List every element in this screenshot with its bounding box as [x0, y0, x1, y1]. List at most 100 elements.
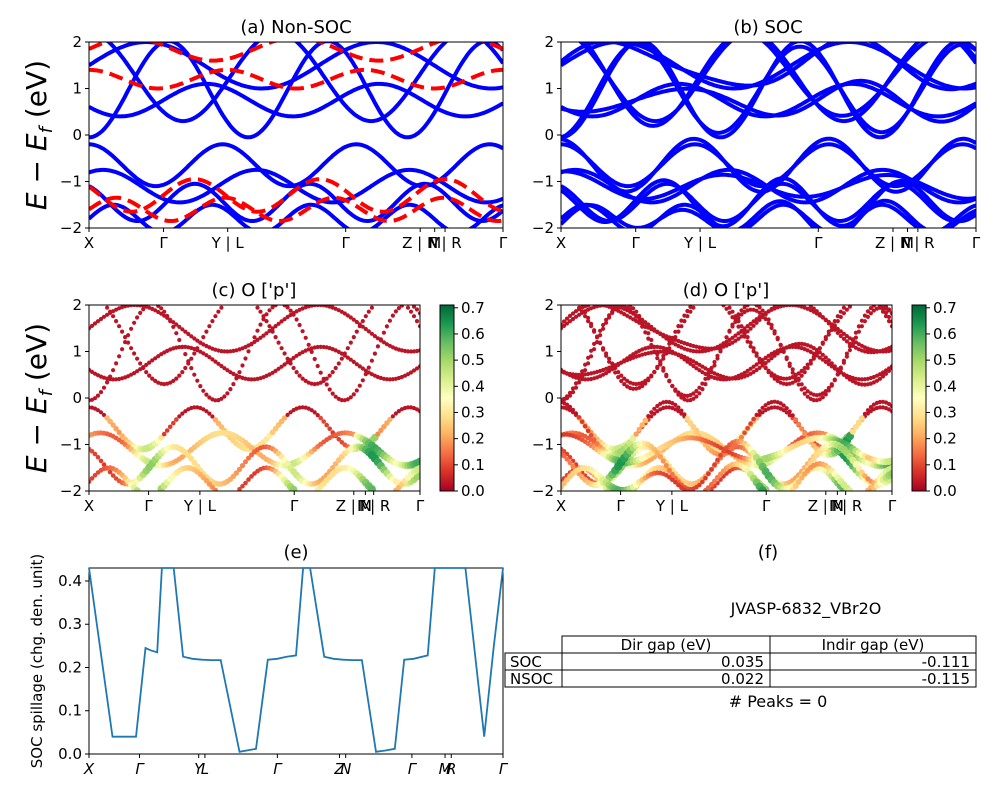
band-point — [411, 305, 417, 309]
band-point — [92, 396, 98, 401]
band-point — [138, 310, 143, 315]
band-point — [877, 399, 883, 405]
band-point — [646, 414, 651, 419]
band-point — [655, 403, 660, 409]
band-point — [636, 426, 642, 433]
band-point — [706, 368, 711, 373]
band-point — [697, 368, 702, 373]
band-point — [877, 376, 883, 381]
band-point — [598, 341, 603, 346]
y-tick-label: −2 — [532, 219, 554, 237]
band-point — [799, 426, 805, 432]
band-point — [643, 320, 648, 325]
band-point — [871, 308, 877, 313]
band-point — [285, 360, 290, 365]
band-point — [387, 318, 392, 323]
band-point — [561, 322, 564, 327]
band-point — [889, 404, 892, 409]
band-point — [357, 364, 362, 369]
band-point — [117, 324, 122, 329]
band-point — [360, 319, 365, 324]
band-point — [189, 356, 194, 361]
band-point — [98, 458, 104, 464]
blue-band-0 — [561, 42, 976, 140]
band-point — [889, 409, 892, 414]
y-tick-label: 2 — [72, 296, 82, 314]
band-point — [216, 309, 221, 314]
band-point — [706, 371, 711, 376]
band-point — [414, 366, 420, 371]
band-point — [739, 334, 744, 339]
band-point — [144, 362, 149, 367]
band-point — [856, 377, 862, 382]
band-point — [177, 345, 182, 350]
colorbar-tick-label: 0.1 — [933, 456, 957, 474]
band-point — [642, 417, 649, 424]
band-point — [126, 333, 131, 338]
band-point — [336, 361, 341, 366]
x-tick-label: Γ — [135, 760, 145, 778]
band-point — [201, 351, 206, 356]
band-point — [805, 362, 810, 367]
band-point — [760, 363, 765, 368]
band-point — [180, 370, 185, 375]
band-point — [357, 383, 362, 388]
band-point — [871, 380, 877, 385]
band-point — [841, 305, 847, 310]
band-point — [89, 476, 95, 481]
band-point — [357, 322, 362, 327]
band-point — [763, 403, 768, 408]
band-point — [583, 377, 588, 382]
band-point — [787, 361, 792, 366]
band-point — [189, 366, 194, 371]
band-point — [324, 422, 330, 428]
x-tick-label: X — [84, 234, 94, 252]
band-point — [282, 351, 287, 356]
band-point — [622, 376, 627, 381]
band-point — [300, 350, 305, 355]
band-point — [107, 418, 113, 425]
band-point — [218, 424, 225, 430]
band-point — [790, 367, 795, 372]
band-point — [748, 307, 753, 312]
band-point — [862, 319, 868, 324]
blue-band-split-5 — [561, 198, 976, 228]
band-point — [387, 416, 393, 423]
band-point — [583, 310, 588, 315]
band-point — [700, 381, 705, 386]
band-point — [694, 366, 699, 371]
band-point — [324, 376, 329, 381]
band-point — [156, 305, 161, 308]
band-point — [89, 323, 95, 328]
band-point — [222, 366, 227, 371]
band-point — [633, 431, 639, 437]
band-point — [315, 363, 320, 369]
band-point — [669, 472, 675, 477]
band-point — [757, 412, 762, 417]
band-point — [321, 378, 326, 383]
band-point — [718, 453, 723, 458]
band-point — [129, 326, 134, 331]
band-point — [174, 322, 179, 327]
band-point — [279, 364, 284, 369]
band-point — [829, 361, 834, 366]
band-point — [236, 466, 243, 472]
band-point — [240, 483, 245, 489]
band-point — [628, 307, 633, 312]
y-tick-label: 0.2 — [58, 658, 82, 676]
band-point — [393, 309, 398, 314]
band-point — [658, 362, 663, 367]
band-point — [763, 316, 768, 322]
band-point — [339, 351, 344, 356]
band-point — [351, 317, 356, 322]
x-tick-label: Z | N — [402, 234, 438, 252]
band-point — [829, 382, 834, 387]
band-point — [589, 348, 594, 353]
band-point — [643, 330, 648, 335]
band-point — [267, 324, 272, 329]
band-point — [742, 370, 747, 375]
band-point — [133, 487, 141, 491]
band-point — [342, 311, 347, 316]
colorbar-tick-label: 0.6 — [461, 325, 485, 343]
